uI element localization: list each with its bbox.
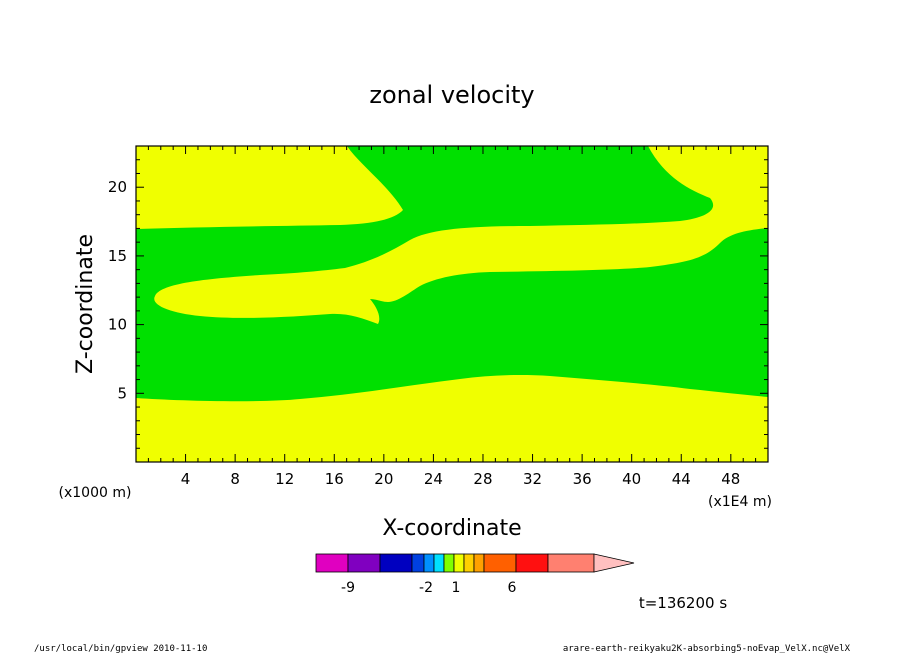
footer-right: arare-earth-reikyaku2K-absorbing5-noEvap… (563, 644, 851, 654)
colorbar-arrow (593, 553, 635, 573)
footer-left: /usr/local/bin/gpview 2010-11-10 (34, 644, 207, 654)
y-tick-label: 15 (108, 247, 127, 265)
colorbar-segment (453, 553, 465, 573)
colorbar-label: 6 (508, 580, 517, 596)
colorbar-segment (315, 553, 349, 573)
colorbar-segment (433, 553, 445, 573)
colorbar-segment (515, 553, 549, 573)
x-tick-label: 20 (374, 470, 393, 488)
colorbar-segment (423, 553, 435, 573)
colorbar-segment (411, 553, 425, 573)
colorbar-segment (463, 553, 475, 573)
plot-frame (135, 145, 769, 463)
y-axis: 5 10 15 20 (108, 159, 768, 449)
plot-area (135, 145, 769, 463)
colorbar-label: 1 (452, 580, 461, 596)
x-tick-label: 24 (424, 470, 443, 488)
contour-region-top-left (136, 146, 403, 229)
colorbar-segment (547, 553, 595, 573)
x-tick-label: 12 (275, 470, 294, 488)
y-tick-label: 20 (108, 178, 127, 196)
x-tick-label: 28 (473, 470, 492, 488)
colorbar-segment (473, 553, 485, 573)
chart-title: zonal velocity (369, 81, 534, 109)
y-unit-label: (x1000 m) (59, 485, 132, 501)
y-tick-label: 5 (117, 384, 127, 402)
contour-region-top-right (154, 146, 769, 324)
x-tick-label: 44 (672, 470, 691, 488)
x-tick-label: 32 (523, 470, 542, 488)
x-tick-label: 16 (325, 470, 344, 488)
time-label: t=136200 s (639, 594, 727, 612)
colorbar-segment (347, 553, 381, 573)
x-unit-label: (x1E4 m) (708, 494, 772, 510)
colorbar-segment (483, 553, 517, 573)
x-axis-label: X-coordinate (382, 516, 521, 541)
colorbar-label: -9 (341, 580, 355, 596)
colorbar-label: -2 (419, 580, 433, 596)
y-axis-label: Z-coordinate (73, 234, 98, 374)
contour-region-bottom (136, 375, 768, 462)
x-tick-label: 48 (721, 470, 740, 488)
x-tick-label: 8 (230, 470, 240, 488)
x-tick-label: 36 (573, 470, 592, 488)
colorbar-segment (379, 553, 413, 573)
x-axis: 4 8 12 16 20 24 28 32 36 40 44 48 (147, 146, 757, 488)
colorbar: -9 -2 1 6 (315, 553, 635, 596)
colorbar-segment (443, 553, 455, 573)
x-tick-label: 4 (181, 470, 191, 488)
y-tick-label: 10 (108, 316, 127, 334)
x-tick-label: 40 (622, 470, 641, 488)
